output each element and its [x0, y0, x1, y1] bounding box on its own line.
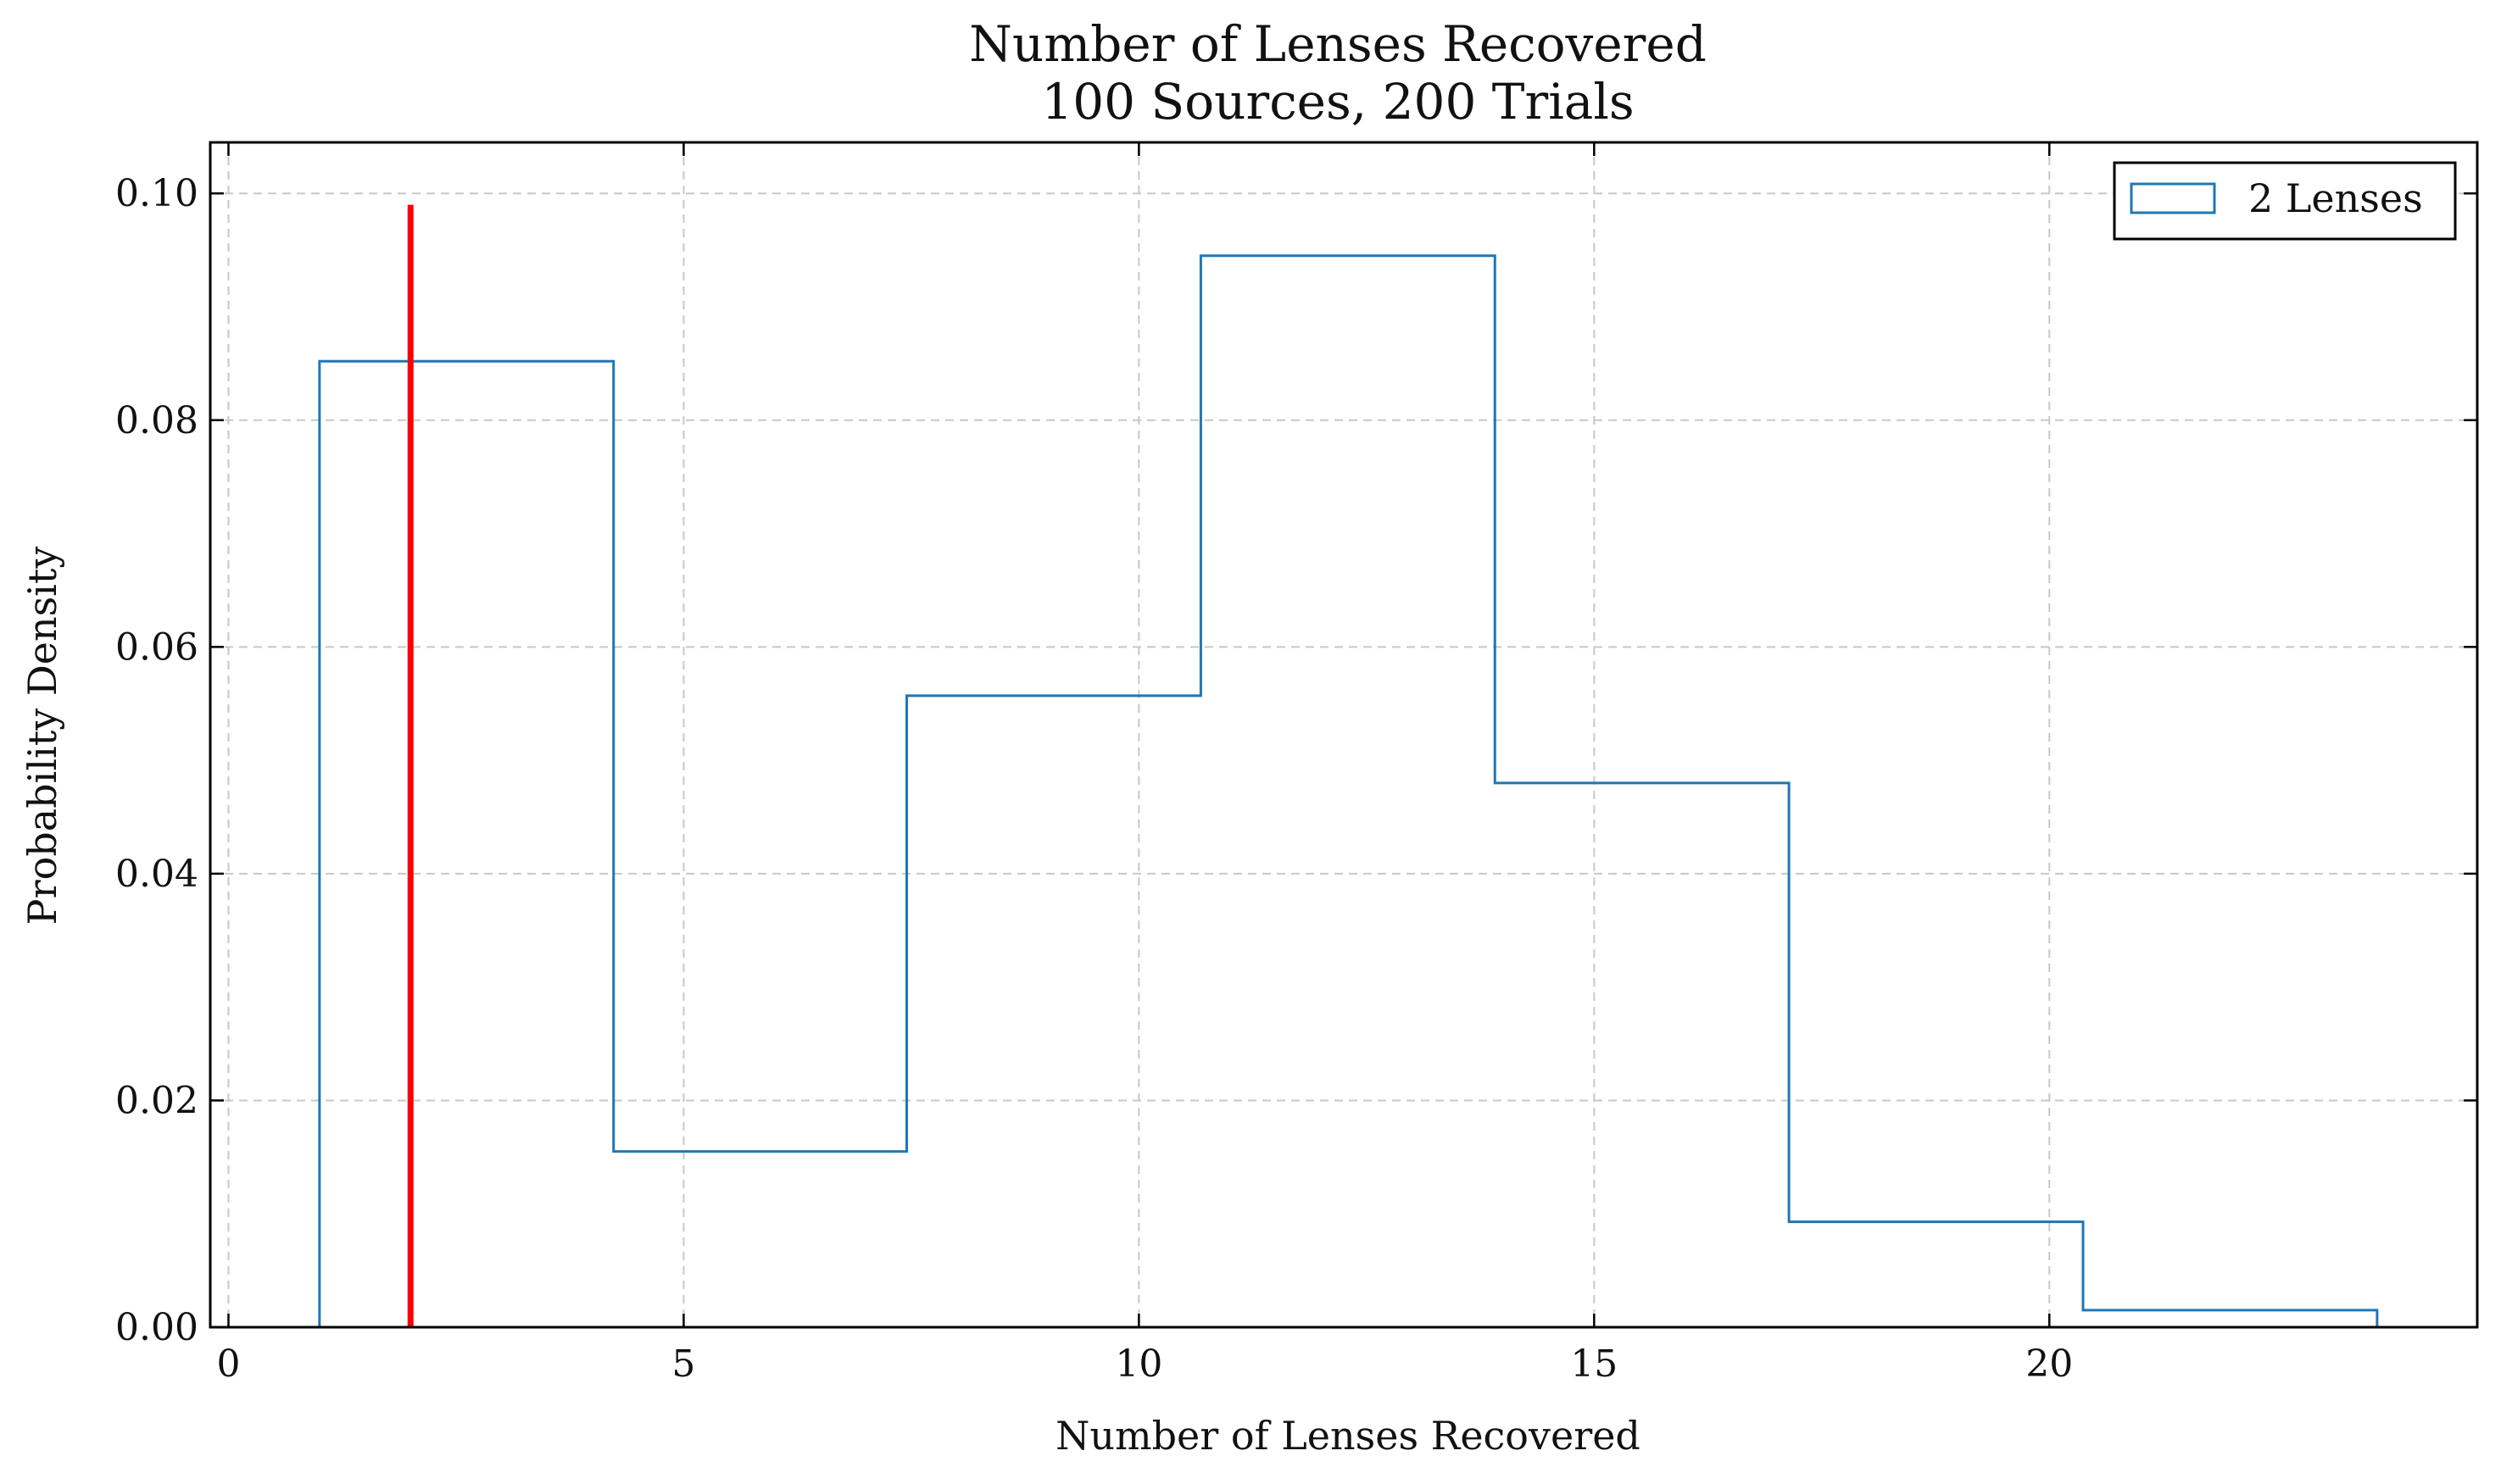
- y-tick-label: 0.02: [115, 1079, 198, 1122]
- histogram-bin: [907, 696, 1201, 1327]
- x-tick-labels: 0 5 10 15 20: [216, 1342, 2073, 1386]
- histogram-outline: [318, 254, 2379, 1327]
- histogram-bin: [1495, 783, 1789, 1327]
- x-tick-label: 15: [1570, 1342, 1618, 1386]
- plot-frame: [209, 141, 2479, 1329]
- histogram-bin: [614, 1152, 907, 1327]
- y-tick-labels: 0.00 0.02 0.04 0.06 0.08 0.10: [115, 172, 198, 1349]
- chart-subtitle: 100 Sources, 200 Trials: [1041, 73, 1634, 131]
- histogram-series: [318, 254, 2379, 1327]
- legend-label: 2 Lenses: [2248, 175, 2423, 221]
- y-tick-label: 0.04: [115, 853, 198, 896]
- histogram-bin: [320, 361, 614, 1327]
- y-tick-label: 0.08: [115, 399, 198, 442]
- x-tick-label: 5: [671, 1342, 695, 1386]
- histogram-bin: [1200, 256, 1495, 1327]
- legend: 2 Lenses: [2113, 161, 2457, 241]
- histogram-bin: [2083, 1310, 2377, 1327]
- x-tick-label: 10: [1115, 1342, 1162, 1386]
- y-tick-label: 0.10: [115, 172, 198, 215]
- y-tick-label: 0.00: [115, 1306, 198, 1349]
- y-axis-label: Probability Density: [19, 547, 65, 925]
- legend-swatch: [2130, 182, 2216, 214]
- chart-title: Number of Lenses Recovered: [969, 15, 1707, 73]
- grid: [210, 142, 2477, 1327]
- y-tick-label: 0.06: [115, 625, 198, 669]
- x-axis-label: Number of Lenses Recovered: [1056, 1413, 1640, 1459]
- histogram-bin: [1789, 1222, 2083, 1327]
- x-tick-label: 0: [216, 1342, 240, 1386]
- x-tick-label: 20: [2025, 1342, 2073, 1386]
- axis-ticks: [210, 142, 2477, 1329]
- legend-box: [2113, 161, 2457, 241]
